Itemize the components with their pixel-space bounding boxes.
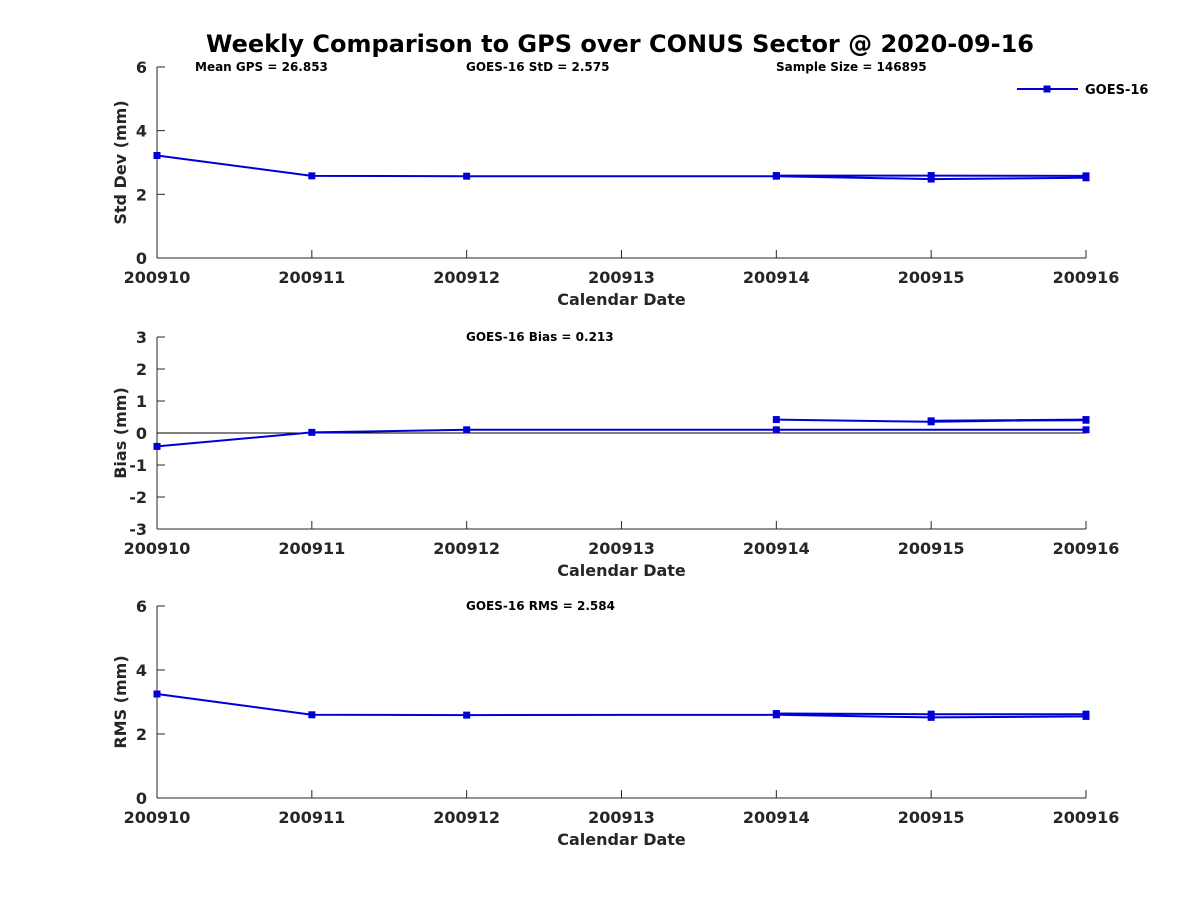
y-tick-label: 0 bbox=[136, 424, 147, 443]
data-point bbox=[927, 417, 935, 425]
x-tick-label: 200915 bbox=[898, 539, 965, 558]
x-tick-label: 200914 bbox=[743, 539, 810, 558]
x-tick-label: 200911 bbox=[278, 268, 345, 287]
x-tick-label: 200910 bbox=[124, 808, 191, 827]
y-tick-label: 0 bbox=[136, 789, 147, 808]
data-point bbox=[772, 416, 780, 424]
x-axis-label: Calendar Date bbox=[557, 830, 686, 849]
x-axis-label: Calendar Date bbox=[557, 290, 686, 309]
data-point bbox=[463, 172, 471, 180]
y-tick-label: -2 bbox=[129, 488, 147, 507]
subplot-3: 200910 200911 200912 200913 200914 200915 2009… bbox=[111, 597, 1119, 849]
legend-marker bbox=[1043, 85, 1051, 93]
x-tick-label: 200915 bbox=[898, 268, 965, 287]
y-tick-label: 2 bbox=[136, 725, 147, 744]
x-tick-label: 200916 bbox=[1053, 268, 1120, 287]
y-tick-label: 4 bbox=[136, 661, 147, 680]
x-tick-label: 200910 bbox=[124, 539, 191, 558]
data-point bbox=[153, 151, 161, 159]
data-point bbox=[153, 442, 161, 450]
y-tick-label: 6 bbox=[136, 58, 147, 77]
y-tick-label: 4 bbox=[136, 122, 147, 141]
y-tick-label: 6 bbox=[136, 597, 147, 616]
series-line bbox=[156, 428, 1086, 448]
data-point bbox=[308, 428, 316, 436]
x-tick-label: 200914 bbox=[743, 808, 810, 827]
data-point bbox=[927, 172, 935, 180]
x-tick-label: 200911 bbox=[278, 539, 345, 558]
x-tick-label: 200916 bbox=[1053, 539, 1120, 558]
x-tick-label: 200911 bbox=[278, 808, 345, 827]
data-point bbox=[463, 426, 471, 434]
x-tick-label: 200913 bbox=[588, 808, 655, 827]
y-tick-label: -1 bbox=[129, 456, 147, 475]
x-tick-label: 200914 bbox=[743, 268, 810, 287]
y-tick-label: 1 bbox=[136, 392, 147, 411]
data-point bbox=[1082, 416, 1090, 424]
x-tick-label: 200912 bbox=[433, 539, 500, 558]
subplot-2: 200910 200911 200912 200913 200914 200915 2009… bbox=[111, 328, 1119, 580]
y-tick-label: 2 bbox=[136, 185, 147, 204]
x-tick-label: 200913 bbox=[588, 268, 655, 287]
y-axis-label: Bias (mm) bbox=[111, 387, 130, 479]
sample-size-stat: Sample Size = 146895 bbox=[776, 60, 927, 74]
data-point bbox=[927, 710, 935, 718]
data-point bbox=[308, 172, 316, 180]
rms-stat: GOES-16 RMS = 2.584 bbox=[466, 599, 615, 613]
data-point bbox=[772, 710, 780, 718]
y-tick-label: 2 bbox=[136, 360, 147, 379]
data-point bbox=[1082, 172, 1090, 180]
x-tick-label: 200912 bbox=[433, 268, 500, 287]
data-point bbox=[1082, 426, 1090, 434]
y-tick-label: 0 bbox=[136, 249, 147, 268]
legend-label: GOES-16 bbox=[1085, 83, 1148, 98]
x-tick-label: 200915 bbox=[898, 808, 965, 827]
x-tick-label: 200913 bbox=[588, 539, 655, 558]
data-point bbox=[308, 711, 316, 719]
y-axis-label: Std Dev (mm) bbox=[111, 100, 130, 224]
x-tick-label: 200910 bbox=[124, 268, 191, 287]
data-point bbox=[463, 711, 471, 719]
x-tick-label: 200916 bbox=[1053, 808, 1120, 827]
x-tick-label: 200912 bbox=[433, 808, 500, 827]
y-tick-label: 3 bbox=[136, 328, 147, 347]
figure-title: Weekly Comparison to GPS over CONUS Sect… bbox=[205, 30, 1034, 58]
subplot-1: 200910 200911 200912 200913 200914 200915 2009… bbox=[111, 58, 1148, 309]
std-stat: GOES-16 StD = 2.575 bbox=[466, 60, 610, 74]
data-point bbox=[1082, 710, 1090, 718]
series-line bbox=[156, 154, 1087, 181]
data-point bbox=[927, 175, 935, 183]
data-point bbox=[772, 172, 780, 180]
y-tick-label: -3 bbox=[129, 520, 147, 539]
bias-stat: GOES-16 Bias = 0.213 bbox=[466, 330, 614, 344]
data-point bbox=[153, 690, 161, 698]
series-line bbox=[156, 693, 1087, 719]
y-axis-label: RMS (mm) bbox=[111, 655, 130, 748]
mean-gps-stat: Mean GPS = 26.853 bbox=[195, 60, 328, 74]
data-point bbox=[772, 426, 780, 434]
x-axis-label: Calendar Date bbox=[557, 561, 686, 580]
